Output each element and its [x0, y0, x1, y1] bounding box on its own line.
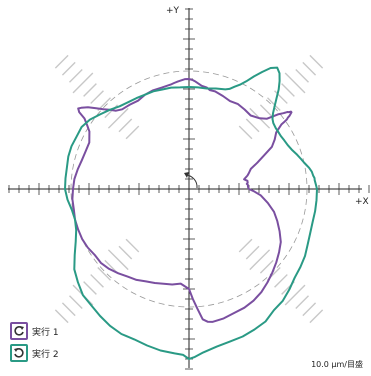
- diagonal-tick: [284, 72, 306, 94]
- diagonal-tick: [266, 97, 281, 112]
- diagonal-tick: [238, 125, 253, 140]
- scale-label: 10.0 μm/目盛: [311, 360, 363, 369]
- diagonal-tick: [54, 309, 69, 324]
- diagonal-tick: [54, 54, 69, 69]
- diagonal-tick: [309, 54, 324, 69]
- rotate-ccw-icon: [10, 322, 28, 340]
- diagonal-tick: [69, 295, 83, 309]
- y-axis-label: +Y: [166, 6, 180, 16]
- diagonal-tick: [245, 245, 260, 260]
- diagonal-tick: [72, 72, 94, 94]
- diagonal-tick: [295, 295, 309, 309]
- grid: [8, 8, 370, 370]
- diagonal-tick: [97, 266, 112, 281]
- rotation-arrow-icon: [185, 174, 198, 189]
- series-line-run-1: [71, 78, 293, 323]
- diagonal-tick: [83, 83, 97, 97]
- diagonal-tick: [125, 238, 140, 253]
- legend-label-run-1: 実行 1: [32, 327, 59, 338]
- diagonal-tick: [107, 107, 129, 129]
- diagonal-tick: [245, 118, 260, 133]
- diagonal-tick: [83, 281, 97, 295]
- legend-run-2: 実行 2: [10, 344, 59, 362]
- diagonal-tick: [281, 83, 295, 97]
- diagonal-tick: [118, 118, 133, 133]
- diagonal-tick: [284, 284, 306, 306]
- legend-run-1: 実行 1: [10, 322, 59, 340]
- diagonal-tick: [90, 90, 104, 104]
- reference-circle: [70, 70, 308, 308]
- diagonal-tick: [259, 104, 274, 119]
- diagonal-tick: [302, 302, 317, 317]
- diagonal-tick: [61, 302, 76, 317]
- diagonal-tick: [274, 274, 288, 288]
- diagonal-tick: [309, 309, 324, 324]
- series-layer: [64, 66, 318, 360]
- diagonal-tick: [107, 249, 129, 271]
- diagonal-tick: [274, 90, 288, 104]
- diagonal-tick: [90, 274, 104, 288]
- diagonal-tick: [118, 245, 133, 260]
- rotation-arrowhead-icon: [184, 172, 189, 178]
- diagonal-tick: [295, 69, 309, 83]
- diagonal-tick: [238, 238, 253, 253]
- diagonal-tick: [125, 125, 140, 140]
- rotate-cw-icon: [10, 344, 28, 362]
- diagonal-tick: [61, 61, 76, 76]
- diagonal-tick: [69, 69, 83, 83]
- diagonal-tick: [249, 249, 271, 271]
- series-line-run-2: [64, 66, 318, 360]
- legend-label-run-2: 実行 2: [32, 349, 59, 360]
- x-axis-label: +X: [355, 197, 369, 207]
- diagonal-tick: [302, 61, 317, 76]
- diagonal-tick: [259, 259, 274, 274]
